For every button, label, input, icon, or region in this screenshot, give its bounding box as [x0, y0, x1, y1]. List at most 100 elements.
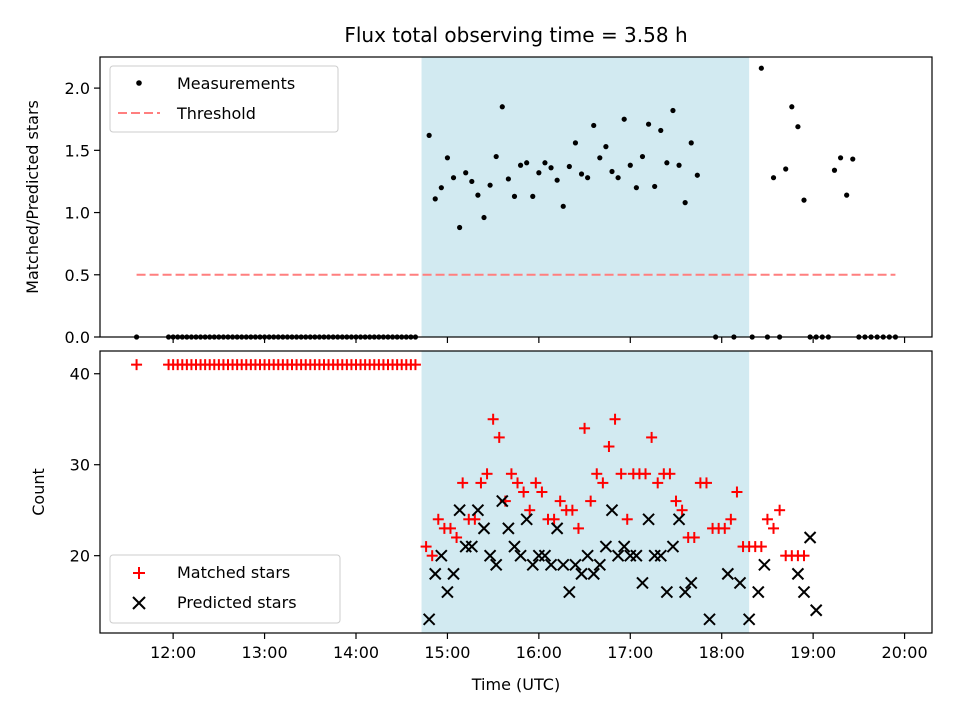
measurement-point: [789, 104, 795, 110]
matched-star-point: [585, 495, 597, 507]
measurement-point: [658, 127, 664, 134]
predicted-star-point: [581, 549, 594, 562]
predicted-star-point: [642, 513, 655, 526]
measurement-point: [850, 156, 856, 162]
measurement-point: [469, 178, 475, 185]
predicted-star-point: [797, 585, 811, 599]
measurement-point: [548, 165, 554, 171]
predicted-star-point: [599, 540, 613, 553]
predicted-star-point: [605, 503, 619, 517]
measurement-point: [493, 153, 499, 160]
matched-star-point: [572, 522, 584, 534]
measurement-point: [603, 144, 609, 150]
measurement-point: [783, 166, 789, 172]
measurement-point: [688, 140, 694, 146]
matched-star-point: [579, 422, 591, 434]
x-tick-label: 13:00: [242, 643, 288, 662]
measurement-point: [844, 192, 850, 198]
predicted-star-point: [483, 549, 497, 562]
matched-star-point: [469, 513, 481, 525]
measurement-point: [560, 203, 566, 209]
matched-star-point: [731, 486, 743, 498]
measurement-point: [438, 185, 444, 191]
y-tick-label: 0.0: [65, 328, 90, 347]
predicted-star-point: [617, 540, 631, 553]
predicted-star-point: [538, 549, 552, 562]
top-observing-span: [421, 57, 750, 337]
bottom-observing-span: [421, 351, 750, 633]
predicted-star-point: [703, 613, 716, 626]
predicted-star-point: [569, 558, 582, 571]
matched-star-point: [566, 504, 578, 516]
measurement-point: [517, 162, 524, 168]
matched-star-point: [798, 550, 810, 562]
matched-star-point: [530, 477, 542, 489]
matched-star-point: [700, 477, 712, 489]
measurement-point: [475, 192, 481, 198]
measurement-point: [627, 162, 633, 168]
bottom-axes-frame: [99, 350, 933, 634]
legend-threshold-label: Threshold: [176, 104, 256, 123]
bottom-legend-box: [109, 554, 341, 624]
bottom-x-ticks: 12:00 13:00 14:00 15:00 16:00 17:00 18:00 19:00…: [150, 633, 928, 662]
measurement-point: [554, 177, 560, 183]
predicted-star-point: [496, 494, 509, 508]
matched-star-point: [444, 522, 456, 534]
predicted-star-point: [526, 558, 539, 571]
measurement-point: [536, 170, 542, 176]
x-tick-label: 19:00: [790, 643, 836, 662]
predicted-star-point: [758, 558, 771, 571]
predicted-star-point: [489, 558, 503, 571]
measurement-point: [444, 155, 451, 161]
measurement-point: [621, 116, 627, 122]
predicted-star-point: [791, 567, 805, 581]
predicted-star-point: [752, 585, 765, 599]
measurement-point: [633, 185, 639, 191]
x-tick-label: 15:00: [424, 643, 470, 662]
measurement-point: [670, 107, 676, 114]
x-axis-label: Time (UTC): [471, 675, 560, 694]
matched-star-point: [475, 477, 487, 489]
y-tick-label: 1.5: [65, 141, 90, 160]
legend-predicted-label: Predicted stars: [177, 593, 297, 612]
measurement-point: [505, 176, 511, 182]
predicted-star-point: [678, 585, 692, 599]
matched-star-point: [554, 495, 566, 507]
measurement-point: [524, 160, 530, 166]
measurement-point: [831, 167, 838, 173]
predicted-star-point: [666, 540, 680, 553]
observing-span: [421, 351, 750, 633]
predicted-star-point: [803, 531, 817, 544]
matched-star-point: [512, 477, 524, 489]
matched-star-point: [597, 477, 609, 489]
matched-star-point: [719, 522, 731, 534]
matched-star-point: [420, 541, 432, 553]
matched-star-point: [536, 486, 548, 498]
x-tick-label: 20:00: [882, 643, 928, 662]
measurement-point: [578, 171, 585, 177]
matched-star-point: [768, 522, 780, 534]
matched-star-point: [451, 531, 463, 543]
matched-star-point: [591, 468, 603, 480]
predicted-star-point: [429, 567, 442, 581]
measurement-point: [758, 65, 764, 71]
predicted-star-point: [672, 513, 686, 526]
matched-star-point: [688, 531, 700, 543]
measurement-point: [487, 182, 493, 188]
predicted-star-point: [435, 549, 448, 562]
predicted-star-point: [544, 558, 558, 571]
predicted-star-point: [557, 558, 570, 571]
matched-star-point: [493, 431, 505, 443]
measurement-point: [676, 162, 682, 168]
predicted-star-point: [660, 585, 674, 599]
predicted-star-point: [453, 503, 466, 517]
y-tick-label: 40: [70, 365, 90, 384]
predicted-star-point: [447, 567, 460, 581]
bottom-series: [131, 359, 823, 626]
measurement-point: [566, 163, 572, 170]
chart-title: Flux total observing time = 3.58 h: [344, 23, 687, 47]
y-tick-label: 30: [70, 456, 90, 475]
measurement-point: [694, 172, 700, 178]
measurement-point: [597, 155, 603, 161]
measurement-point: [615, 175, 621, 181]
